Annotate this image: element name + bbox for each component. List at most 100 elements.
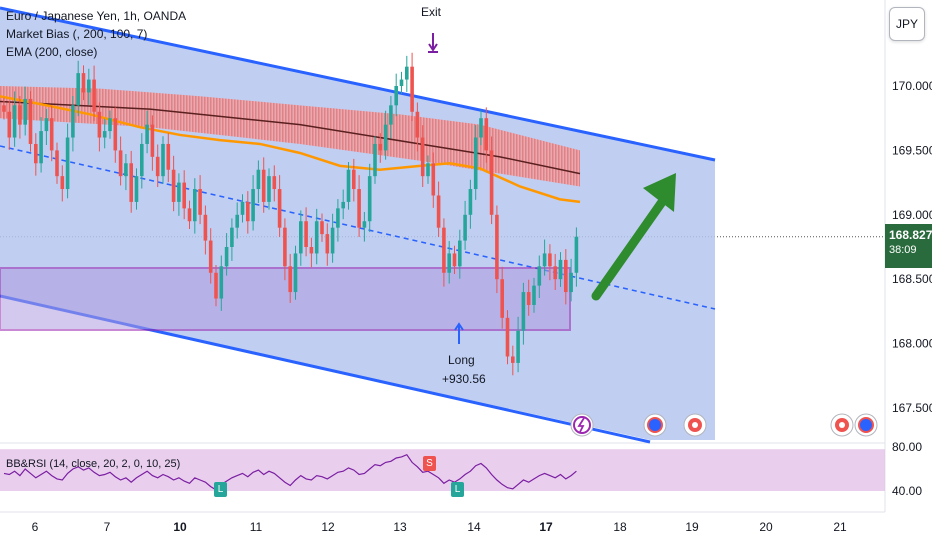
candle-body	[108, 118, 112, 132]
candle-body	[113, 118, 118, 151]
candle-body	[129, 163, 133, 202]
time-tick-label: 7	[104, 520, 111, 534]
long-profit: +930.56	[442, 372, 486, 386]
exit-arrow	[428, 33, 438, 52]
candle-body	[71, 105, 75, 138]
candle-body	[155, 156, 160, 177]
candle-body	[81, 73, 86, 93]
candle-body	[569, 272, 573, 293]
candle-body	[193, 189, 197, 222]
oscillator-band	[0, 449, 885, 491]
candle-body	[277, 189, 282, 228]
candle-body	[166, 143, 171, 170]
candle-body	[230, 227, 234, 247]
candle-body	[2, 105, 6, 112]
earnings-event-icon-2[interactable]	[830, 413, 854, 437]
candle-body	[564, 259, 568, 293]
candle-body	[410, 66, 414, 112]
candle-body	[542, 253, 547, 267]
candle-body	[352, 169, 356, 190]
candle-body	[532, 285, 536, 305]
candle-body	[246, 201, 250, 222]
candle-body	[558, 259, 563, 280]
candle-body	[505, 317, 510, 357]
candle-body	[65, 137, 70, 190]
candle-body	[60, 176, 65, 190]
candle-body	[283, 227, 287, 267]
candle-body	[341, 201, 345, 209]
candle-body	[272, 176, 277, 190]
dividend-event-icon[interactable]	[570, 413, 594, 437]
candle-body	[500, 279, 504, 318]
candle-body	[399, 79, 404, 86]
candle-body	[367, 176, 372, 222]
earnings-event-icon-1[interactable]	[683, 413, 707, 437]
dividend-event-icon-bolt-glyph	[577, 417, 585, 433]
oscillator-line	[3, 453, 577, 491]
candle-body	[309, 247, 314, 254]
candle-body	[479, 118, 483, 138]
oscillator-tick-label: 80.00	[892, 440, 922, 454]
candle-body	[293, 253, 298, 293]
time-tick-label: 18	[613, 520, 627, 534]
time-tick-label: 13	[393, 520, 407, 534]
economic-event-icon-1[interactable]	[643, 413, 667, 437]
exit-label: Exit	[421, 5, 442, 19]
candle-body	[314, 221, 319, 254]
candle-body	[28, 98, 33, 144]
candle-body	[18, 105, 22, 125]
candle-body	[489, 150, 494, 215]
price-tick-label: 168.000	[892, 337, 932, 351]
candle-body	[537, 266, 542, 286]
economic-event-icon-2-flag	[859, 418, 873, 432]
earnings-event-icon-1-dot-center	[692, 422, 698, 428]
projection-arrow-head[interactable]	[643, 173, 676, 212]
earnings-event-icon-2-dot-center	[839, 422, 845, 428]
candle-body	[426, 163, 430, 177]
bar-countdown: 38:09	[889, 244, 917, 256]
legend-market-bias[interactable]: Market Bias (, 200, 100, 7)	[6, 27, 148, 41]
long-label: Long	[448, 353, 475, 367]
candle-body	[511, 356, 515, 363]
economic-event-icon-1-flag	[648, 418, 662, 432]
candle-body	[55, 150, 59, 177]
candle-body	[208, 240, 213, 273]
candle-body	[357, 189, 361, 228]
time-tick-label: 14	[467, 520, 481, 534]
channel-upper-line[interactable]	[0, 6, 716, 162]
candle-body	[240, 201, 245, 215]
candle-body	[7, 111, 12, 138]
candle-body	[140, 143, 144, 177]
candle-body	[12, 105, 17, 138]
candle-body	[574, 236, 579, 273]
candle-body	[389, 105, 393, 125]
market-bias-cloud	[0, 86, 580, 187]
legend-symbol[interactable]: Euro / Japanese Yen, 1h, OANDA	[6, 9, 187, 23]
candle-body	[150, 124, 155, 157]
economic-event-icon-1-flag-rim	[647, 417, 663, 433]
candle-body	[304, 221, 308, 247]
signal-short: S	[423, 456, 436, 471]
candle-body	[118, 150, 123, 177]
candle-body	[23, 98, 27, 125]
candle-body	[299, 221, 303, 254]
candle-body	[214, 272, 218, 299]
currency-button[interactable]: JPY	[889, 7, 925, 41]
price-tick-label: 169.000	[892, 208, 932, 222]
time-tick-label: 11	[250, 520, 263, 534]
candle-body	[288, 266, 292, 293]
oscillator-title[interactable]: BB&RSI (14, close, 20, 2, 0, 10, 25)	[6, 458, 181, 470]
projection-arrow-shaft[interactable]	[591, 197, 667, 301]
candle-body	[267, 176, 271, 202]
time-tick-label: 17	[539, 520, 553, 534]
long-entry-arrow	[454, 322, 464, 344]
time-tick-label: 10	[173, 520, 187, 534]
candle-body	[346, 169, 351, 202]
candle-body	[526, 292, 531, 305]
legend-ema[interactable]: EMA (200, close)	[6, 45, 98, 59]
economic-event-icon-2[interactable]	[854, 413, 878, 437]
candle-body	[548, 253, 552, 267]
candle-body	[405, 66, 409, 80]
